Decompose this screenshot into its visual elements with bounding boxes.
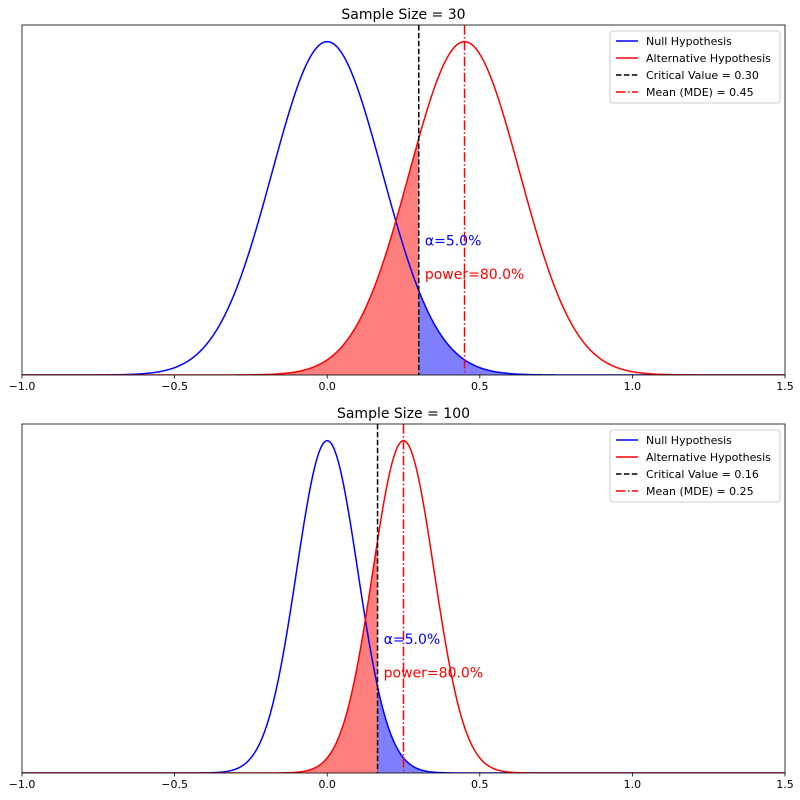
null-hypothesis-line [22,40,785,375]
legend-box [609,429,781,503]
plot-area [22,424,785,773]
x-tick-label: −1.0 [9,380,36,393]
power-annotation: power=80.0% [384,665,483,681]
x-tick-label: 1.5 [776,778,794,791]
power-shaded-area [22,540,378,773]
x-tick-label: −1.0 [9,778,36,791]
legend: Null Hypothesis Alternative Hypothesis Cri… [609,429,781,503]
legend-label: Null Hypothesis [646,434,732,447]
x-tick-label: 0.5 [471,778,489,791]
x-tick-label: 1.0 [624,778,642,791]
legend-item: Critical Value = 0.30 [616,69,759,82]
legend-label: Alternative Hypothesis [646,451,771,464]
x-tick-label: −0.5 [161,778,188,791]
legend-item: Null Hypothesis [616,35,732,48]
alpha-shaded-area [377,686,785,773]
legend-item: Alternative Hypothesis [616,451,771,464]
legend-label: Null Hypothesis [646,35,732,48]
subplot-title: Sample Size = 30 [341,7,465,23]
axes-frame [21,24,786,376]
alpha-annotation: α=5.0% [384,632,441,648]
plot-area [22,25,785,375]
x-tick-label: 1.5 [776,380,794,393]
legend-item: Critical Value = 0.16 [616,468,759,481]
legend-label: Mean (MDE) = 0.45 [646,86,754,99]
legend: Null Hypothesis Alternative Hypothesis Cri… [609,30,781,104]
alternative-hypothesis-line [22,40,785,375]
power-shaded-area [22,138,419,375]
legend-label: Critical Value = 0.30 [646,69,759,82]
x-tick-label: 1.0 [624,380,642,393]
legend-box [609,30,781,104]
legend-label: Critical Value = 0.16 [646,468,759,481]
subplot-2: Sample Size = 100 α=5.0% power=80.0% −1.0 −0… [9,406,794,791]
x-tick-label: 0.0 [318,778,336,791]
alpha-shaded-area [418,290,785,375]
subplot-1: Sample Size = 30 α=5.0% power=80.0% −1.0 −0.… [9,7,794,393]
x-tick-label: −0.5 [161,380,188,393]
x-tick-label: 0.5 [471,380,489,393]
x-tick-label: 0.0 [318,380,336,393]
legend-label: Alternative Hypothesis [646,52,771,65]
subplot-title: Sample Size = 100 [337,406,470,422]
legend-item: Mean (MDE) = 0.45 [616,86,754,99]
legend-item: Mean (MDE) = 0.25 [616,485,754,498]
legend-item: Alternative Hypothesis [616,52,771,65]
axes-frame [21,423,786,774]
legend-item: Null Hypothesis [616,434,732,447]
power-annotation: power=80.0% [425,267,524,283]
legend-label: Mean (MDE) = 0.25 [646,485,754,498]
alpha-annotation: α=5.0% [425,234,482,250]
